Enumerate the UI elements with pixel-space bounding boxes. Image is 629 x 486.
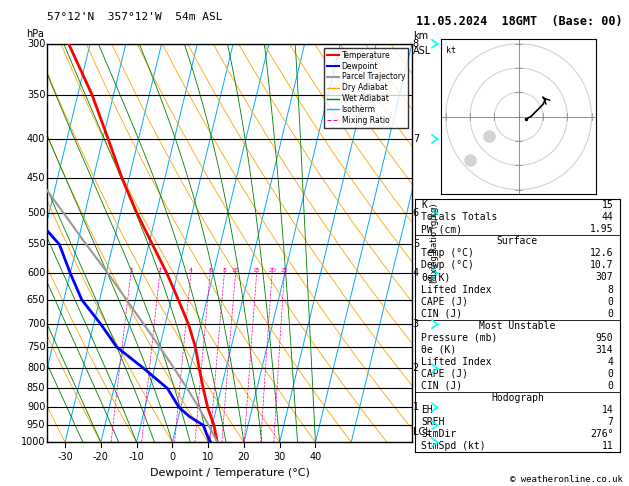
Text: 0: 0 [608, 369, 613, 379]
Text: 1000: 1000 [21, 437, 45, 447]
Text: 700: 700 [27, 319, 45, 329]
Text: 20: 20 [238, 452, 250, 462]
Text: 350: 350 [27, 90, 45, 100]
Text: Lifted Index: Lifted Index [421, 284, 492, 295]
Text: 307: 307 [596, 273, 613, 282]
Text: -10: -10 [129, 452, 145, 462]
Text: 500: 500 [27, 208, 45, 218]
Text: 7: 7 [608, 417, 613, 427]
Text: 12.6: 12.6 [590, 248, 613, 259]
Text: 8: 8 [413, 39, 419, 49]
Text: 44: 44 [602, 212, 613, 222]
Text: 600: 600 [27, 268, 45, 278]
Text: 10.7: 10.7 [590, 260, 613, 270]
Text: ASL: ASL [413, 46, 431, 56]
Text: 0: 0 [608, 309, 613, 319]
Text: 40: 40 [309, 452, 321, 462]
Text: -20: -20 [93, 452, 109, 462]
Text: Dewp (°C): Dewp (°C) [421, 260, 474, 270]
Text: 2: 2 [158, 268, 162, 273]
Text: 15: 15 [253, 268, 260, 273]
Text: 10: 10 [231, 268, 240, 273]
Text: 57°12'N  357°12'W  54m ASL: 57°12'N 357°12'W 54m ASL [47, 12, 223, 22]
Text: Most Unstable: Most Unstable [479, 321, 555, 330]
Text: Surface: Surface [497, 236, 538, 246]
Text: 5: 5 [413, 240, 419, 249]
Text: -30: -30 [57, 452, 73, 462]
Text: 0: 0 [608, 381, 613, 391]
Text: 450: 450 [27, 173, 45, 183]
Text: 950: 950 [596, 332, 613, 343]
Text: 10: 10 [202, 452, 214, 462]
Text: 900: 900 [27, 402, 45, 413]
Text: Pressure (mb): Pressure (mb) [421, 332, 498, 343]
Text: θe (K): θe (K) [421, 345, 457, 355]
Text: CIN (J): CIN (J) [421, 309, 462, 319]
Text: Totals Totals: Totals Totals [421, 212, 498, 222]
Text: 300: 300 [27, 39, 45, 49]
Text: 750: 750 [26, 342, 45, 352]
Text: kt: kt [446, 46, 455, 55]
Text: 4: 4 [413, 268, 419, 278]
Text: Lifted Index: Lifted Index [421, 357, 492, 367]
Text: SREH: SREH [421, 417, 445, 427]
Text: EH: EH [421, 405, 433, 415]
Text: PW (cm): PW (cm) [421, 225, 462, 234]
Text: 950: 950 [27, 420, 45, 430]
Text: CAPE (J): CAPE (J) [421, 296, 468, 307]
Text: 6: 6 [413, 208, 419, 218]
Text: 11.05.2024  18GMT  (Base: 00): 11.05.2024 18GMT (Base: 00) [416, 15, 623, 28]
Text: hPa: hPa [26, 29, 44, 39]
Text: 400: 400 [27, 134, 45, 144]
Text: 2: 2 [413, 364, 419, 373]
Text: 1: 1 [413, 402, 419, 413]
Text: 3: 3 [413, 319, 419, 329]
Text: Temp (°C): Temp (°C) [421, 248, 474, 259]
Text: 550: 550 [26, 240, 45, 249]
Text: CAPE (J): CAPE (J) [421, 369, 468, 379]
Text: 1.95: 1.95 [590, 225, 613, 234]
Text: 4: 4 [189, 268, 193, 273]
Text: © weatheronline.co.uk: © weatheronline.co.uk [510, 474, 623, 484]
Text: 7: 7 [413, 134, 419, 144]
Text: 25: 25 [281, 268, 288, 273]
Text: 20: 20 [268, 268, 276, 273]
Text: 0: 0 [608, 296, 613, 307]
Text: 800: 800 [27, 364, 45, 373]
Text: CIN (J): CIN (J) [421, 381, 462, 391]
Text: 14: 14 [602, 405, 613, 415]
Text: 650: 650 [27, 295, 45, 305]
Text: 8: 8 [608, 284, 613, 295]
Text: 1: 1 [129, 268, 133, 273]
Text: 8: 8 [223, 268, 226, 273]
Text: 6: 6 [208, 268, 212, 273]
Text: 11: 11 [602, 441, 613, 451]
Text: 15: 15 [602, 200, 613, 210]
Text: km: km [413, 31, 428, 41]
Text: 4: 4 [608, 357, 613, 367]
Text: StmDir: StmDir [421, 429, 457, 439]
Text: 276°: 276° [590, 429, 613, 439]
Text: 0: 0 [169, 452, 175, 462]
Text: Dewpoint / Temperature (°C): Dewpoint / Temperature (°C) [150, 468, 309, 478]
Text: LCL: LCL [413, 427, 430, 437]
Text: Mixing Ratio (g/kg): Mixing Ratio (g/kg) [430, 203, 438, 283]
Text: StmSpd (kt): StmSpd (kt) [421, 441, 486, 451]
Legend: Temperature, Dewpoint, Parcel Trajectory, Dry Adiabat, Wet Adiabat, Isotherm, Mi: Temperature, Dewpoint, Parcel Trajectory… [324, 48, 408, 128]
Text: 314: 314 [596, 345, 613, 355]
Text: θe(K): θe(K) [421, 273, 450, 282]
Text: 850: 850 [27, 383, 45, 394]
Text: 30: 30 [274, 452, 286, 462]
Text: K: K [421, 200, 427, 210]
Text: Hodograph: Hodograph [491, 393, 544, 403]
